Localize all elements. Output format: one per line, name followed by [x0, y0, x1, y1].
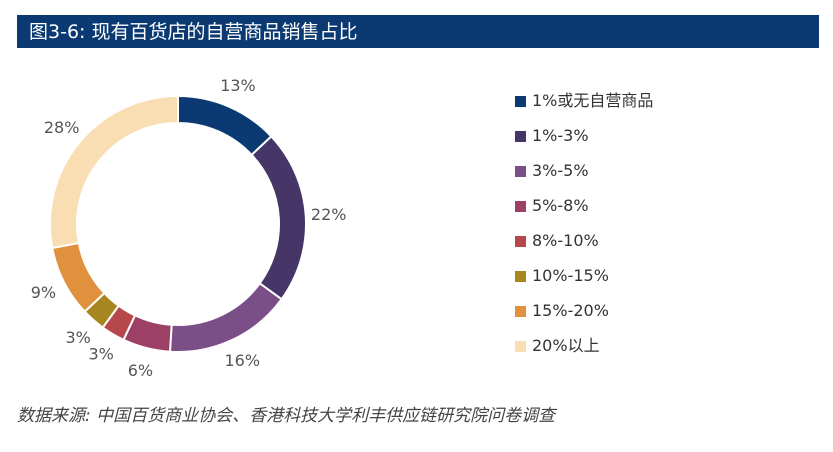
legend-swatch — [515, 306, 526, 317]
donut-chart: 13% 22% 16% 6% 3%3% 9% 28% — [31, 76, 347, 380]
legend-swatch — [515, 201, 526, 212]
slice-percent-label: 22% — [311, 205, 347, 224]
slice-percent-label: 28% — [44, 118, 80, 137]
legend-label: 8%-10% — [532, 231, 599, 250]
legend-swatch — [515, 96, 526, 107]
title-bar: 图3-6: 现有百货店的自营商品销售占比 — [17, 15, 819, 48]
legend-swatch — [515, 341, 526, 352]
chart-title: 图3-6: 现有百货店的自营商品销售占比 — [29, 21, 358, 43]
legend-label: 15%-20% — [532, 301, 609, 320]
legend-swatch — [515, 166, 526, 177]
legend-label: 1%-3% — [532, 126, 589, 145]
legend-swatch — [515, 271, 526, 282]
slice-percent-label: 13% — [220, 76, 256, 95]
legend-label: 3%-5% — [532, 161, 589, 180]
source-note: 数据来源: 中国百货商业协会、香港科技大学利丰供应链研究院问卷调查 — [17, 406, 556, 426]
donut-slice — [168, 281, 283, 353]
donut-slice — [250, 134, 307, 301]
slice-percent-label: 9% — [31, 283, 56, 302]
legend-label: 5%-8% — [532, 196, 589, 215]
slice-percent-label: 6% — [128, 361, 153, 380]
slice-percent-label: 3% — [88, 344, 113, 363]
legend-swatch — [515, 236, 526, 247]
slice-percent-label: 3% — [65, 328, 90, 347]
donut-slice — [51, 241, 106, 314]
donut-slice — [49, 94, 179, 250]
slice-percent-label: 16% — [225, 351, 261, 370]
legend-label: 20%以上 — [532, 336, 600, 355]
donut-slice — [177, 94, 273, 157]
legend-label: 1%或无自营商品 — [532, 91, 654, 110]
legend-label: 10%-15% — [532, 266, 609, 285]
legend-swatch — [515, 131, 526, 142]
